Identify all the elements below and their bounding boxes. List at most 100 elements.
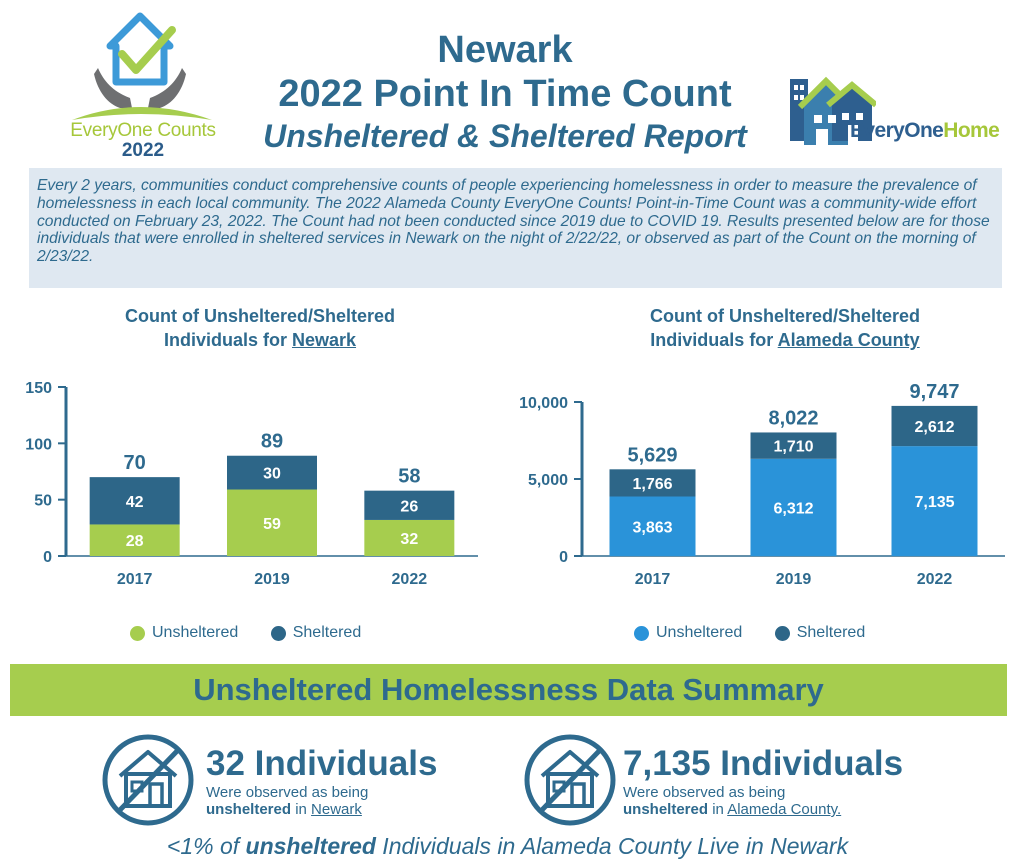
data-label-unsheltered: 32 xyxy=(400,531,418,548)
house-hands-check-logo xyxy=(72,12,212,120)
intro-paragraph: Every 2 years, communities conduct compr… xyxy=(29,168,1002,288)
bar-sheltered xyxy=(891,405,978,447)
right-logo-text-a: EveryOne xyxy=(850,119,944,142)
bar-sheltered xyxy=(364,490,455,520)
y-tick-label: 10,000 xyxy=(519,395,568,412)
data-label-sheltered: 1,766 xyxy=(632,476,672,493)
data-label-sheltered: 26 xyxy=(400,498,418,515)
legend-item-unsheltered: Unsheltered xyxy=(130,624,238,642)
alameda-unsheltered-in: in xyxy=(708,801,728,818)
bar-unsheltered xyxy=(364,519,455,556)
data-label-sheltered: 1,710 xyxy=(773,439,813,456)
total-label: 58 xyxy=(398,466,420,488)
right-logo-text: EveryOneHome xyxy=(850,119,1000,143)
y-tick-label: 5,000 xyxy=(528,472,568,489)
x-tick-label: 2017 xyxy=(635,571,671,588)
data-label-unsheltered: 7,135 xyxy=(914,494,954,511)
alameda-unsheltered-stat: 7,135 Individuals Were observed as being… xyxy=(623,744,903,818)
legend-item-sheltered: Sheltered xyxy=(774,624,866,642)
alameda-unsheltered-place: Alameda County. xyxy=(727,801,842,818)
total-label: 5,629 xyxy=(627,444,677,466)
data-label-sheltered: 2,612 xyxy=(914,419,954,436)
legend-dot-unsheltered xyxy=(634,625,649,641)
y-tick-label: 100 xyxy=(25,436,52,453)
bar-unsheltered xyxy=(891,446,978,556)
newark-bar-chart: 0 50 100 150 28 42 70 2017 59 30 89 2019 32 26 58 2022 xyxy=(25,380,478,588)
x-tick-label: 2022 xyxy=(917,571,953,588)
x-tick-label: 2019 xyxy=(254,571,290,588)
everyone-counts-logo: EveryOne Counts 2022 xyxy=(52,12,232,161)
legend-label-unsheltered: Unsheltered xyxy=(656,624,743,641)
legend-item-unsheltered: Unsheltered xyxy=(634,624,742,642)
x-tick-label: 2022 xyxy=(392,571,428,588)
total-label: 8,022 xyxy=(768,407,818,429)
total-label: 89 xyxy=(261,431,283,453)
newark-chart-title-line2: Individuals for Newark xyxy=(40,328,480,352)
total-label: 70 xyxy=(124,452,146,474)
data-label-unsheltered: 6,312 xyxy=(773,500,813,517)
bar-sheltered xyxy=(609,469,696,497)
alameda-chart-title-line2: Individuals for Alameda County xyxy=(560,328,1010,352)
newark-unsheltered-desc-line2: unsheltered in Newark xyxy=(206,801,437,818)
newark-unsheltered-stat: 32 Individuals Were observed as being un… xyxy=(206,744,437,818)
alameda-unsheltered-number: 7,135 Individuals xyxy=(623,744,904,783)
alameda-chart-title-place: Alameda County xyxy=(777,330,920,350)
alameda-bar-chart: 0 5,000 10,000 3,863 1,766 5,629 2017 6,312 1,71… xyxy=(519,381,1005,588)
y-tick-label: 0 xyxy=(559,549,568,566)
legend-item-sheltered: Sheltered xyxy=(270,624,362,642)
legend-dot-unsheltered xyxy=(130,625,145,641)
legend-label-sheltered: Sheltered xyxy=(292,624,362,641)
title-count: 2022 Point In Time Count xyxy=(278,73,732,115)
alameda-legend: Unsheltered Sheltered xyxy=(634,624,893,646)
bar-unsheltered xyxy=(609,496,696,556)
total-label: 9,747 xyxy=(909,381,959,403)
newark-chart-title-line1: Count of Unsheltered/Sheltered xyxy=(124,306,396,326)
data-label-unsheltered: 59 xyxy=(263,516,281,533)
newark-unsheltered-bold: unsheltered xyxy=(206,801,292,818)
alameda-chart-title: Count of Unsheltered/Sheltered Individua… xyxy=(560,304,1010,352)
newark-unsheltered-number: 32 Individuals xyxy=(206,744,438,783)
alameda-unsheltered-bold: unsheltered xyxy=(623,801,709,818)
footnote-pre: <1% of xyxy=(166,833,246,859)
data-label-unsheltered: 28 xyxy=(126,533,144,550)
data-label-unsheltered: 3,863 xyxy=(632,519,672,536)
legend-label-unsheltered: Unsheltered xyxy=(152,624,239,641)
alameda-unsheltered-desc-line2: unsheltered in Alameda County. xyxy=(623,801,903,818)
x-tick-label: 2019 xyxy=(776,571,812,588)
crossed-house-icon xyxy=(102,734,194,826)
bar-unsheltered xyxy=(89,524,180,556)
left-logo-year: 2022 xyxy=(121,140,165,161)
x-tick-label: 2017 xyxy=(117,571,153,588)
newark-chart-title: Count of Unsheltered/Sheltered Individua… xyxy=(40,304,480,352)
newark-chart-title-place: Newark xyxy=(291,330,357,350)
alameda-chart-title-prefix: Individuals for xyxy=(650,330,778,350)
bar-unsheltered xyxy=(750,458,837,556)
legend-dot-sheltered xyxy=(270,625,286,641)
newark-unsheltered-desc-line1: Were observed as being xyxy=(206,784,369,801)
right-logo-text-b: Home xyxy=(943,119,1000,142)
page-title: Newark 2022 Point In Time Count Unshelte… xyxy=(240,28,770,156)
y-tick-label: 0 xyxy=(43,549,52,566)
left-logo-text: EveryOne Counts xyxy=(70,120,216,141)
newark-unsheltered-in: in xyxy=(291,801,312,818)
houses-logo xyxy=(790,76,876,145)
bar-sheltered xyxy=(89,477,180,525)
newark-chart-title-prefix: Individuals for xyxy=(163,330,292,350)
legend-dot-sheltered xyxy=(774,625,790,641)
title-report: Unsheltered & Sheltered Report xyxy=(263,118,747,154)
y-tick-label: 50 xyxy=(34,493,52,510)
alameda-unsheltered-desc-line1: Were observed as being xyxy=(623,784,786,801)
newark-unsheltered-place: Newark xyxy=(311,801,362,818)
footnote-post: Individuals in Alameda County Live in Ne… xyxy=(375,833,849,859)
newark-legend: Unsheltered Sheltered xyxy=(130,624,389,646)
legend-label-sheltered: Sheltered xyxy=(796,624,866,641)
alameda-chart-title-line1: Count of Unsheltered/Sheltered xyxy=(649,306,921,326)
footnote: <1% of unsheltered Individuals in Alamed… xyxy=(0,833,1015,860)
bar-unsheltered xyxy=(227,489,317,556)
crossed-house-icon xyxy=(524,734,616,826)
footnote-bold: unsheltered xyxy=(245,833,376,859)
y-tick-label: 150 xyxy=(25,380,52,397)
summary-band-title: Unsheltered Homelessness Data Summary xyxy=(10,664,1007,716)
everyone-home-logo: EveryOneHome xyxy=(786,75,1008,155)
bar-sheltered xyxy=(227,455,317,490)
